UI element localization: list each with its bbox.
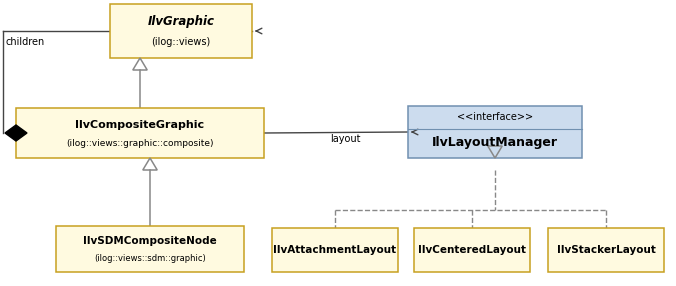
- Text: (ilog::views): (ilog::views): [151, 37, 211, 47]
- Text: IlvSDMCompositeNode: IlvSDMCompositeNode: [83, 236, 217, 246]
- Text: *: *: [92, 0, 97, 4]
- Text: children: children: [6, 37, 45, 47]
- Bar: [414, 228, 530, 272]
- Polygon shape: [5, 125, 27, 141]
- Bar: [272, 228, 398, 272]
- Text: IlvAttachmentLayout: IlvAttachmentLayout: [273, 245, 397, 255]
- Bar: [110, 4, 252, 58]
- Text: IlvLayoutManager: IlvLayoutManager: [432, 136, 558, 149]
- Bar: [408, 106, 582, 158]
- Text: IlvCompositeGraphic: IlvCompositeGraphic: [76, 120, 205, 130]
- Bar: [56, 226, 244, 272]
- Bar: [548, 228, 664, 272]
- Text: IlvCenteredLayout: IlvCenteredLayout: [418, 245, 526, 255]
- Text: <<interface>>: <<interface>>: [457, 112, 533, 122]
- Text: layout: layout: [330, 134, 360, 144]
- Text: (ilog::views::sdm::graphic): (ilog::views::sdm::graphic): [94, 254, 206, 263]
- Text: (ilog::views::graphic::composite): (ilog::views::graphic::composite): [66, 138, 214, 148]
- Text: IlvStackerLayout: IlvStackerLayout: [556, 245, 656, 255]
- Bar: [16, 108, 264, 158]
- Text: IlvGraphic: IlvGraphic: [147, 15, 214, 28]
